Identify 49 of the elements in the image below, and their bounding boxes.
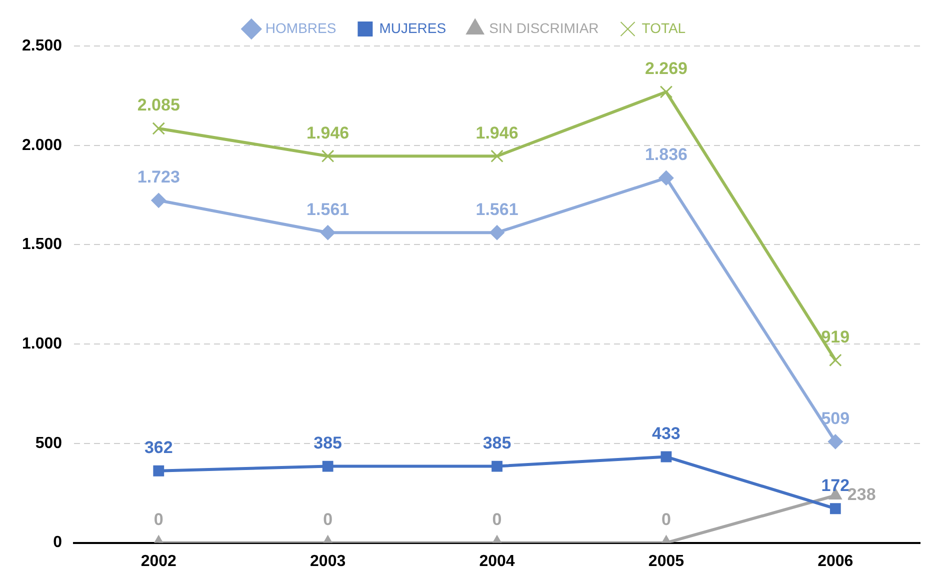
x-tick-label: 2005 — [648, 552, 684, 570]
data-label: 509 — [821, 408, 850, 428]
x-tick-label: 2006 — [818, 552, 854, 570]
point — [660, 451, 672, 462]
point — [152, 122, 166, 135]
legend-label: TOTAL — [642, 20, 686, 36]
data-label: 385 — [314, 433, 342, 452]
point — [828, 354, 842, 367]
data-label: 1.561 — [306, 200, 350, 219]
y-tick-label: 0 — [53, 534, 62, 552]
legend-label: MUJERES — [379, 20, 446, 36]
data-label: 0 — [154, 510, 164, 529]
data-label: 2.085 — [137, 96, 180, 115]
y-tick-label: 2.000 — [22, 136, 62, 154]
point — [320, 225, 336, 240]
data-label: 1.946 — [476, 123, 518, 142]
point — [151, 192, 166, 208]
point — [153, 465, 164, 476]
data-label: 0 — [492, 510, 502, 529]
y-tick-label: 2.500 — [22, 37, 62, 54]
data-label: 1.723 — [137, 168, 180, 187]
data-label: 1.836 — [644, 145, 688, 164]
legend-label: HOMBRES — [265, 20, 336, 36]
data-label: 1.561 — [476, 200, 518, 219]
data-label: 919 — [821, 327, 850, 346]
y-tick-label: 1.500 — [22, 236, 62, 254]
y-tick-label: 1.000 — [22, 335, 62, 352]
data-label: 238 — [847, 485, 876, 504]
data-label: 362 — [144, 438, 173, 458]
x-tick-label: 2003 — [310, 552, 346, 570]
data-label: 0 — [323, 510, 333, 529]
data-label: 1.946 — [306, 123, 350, 142]
point — [828, 434, 843, 450]
point — [492, 460, 502, 472]
x-tick-label: 2004 — [479, 552, 515, 570]
legend-label: SIN DISCRIMIAR — [489, 20, 599, 36]
point — [321, 150, 334, 162]
y-tick-label: 500 — [35, 434, 62, 452]
data-label: 433 — [652, 424, 680, 443]
point — [322, 460, 334, 472]
point — [830, 503, 841, 514]
data-label: 2.269 — [644, 59, 688, 78]
point — [660, 86, 673, 98]
data-label: 385 — [482, 433, 512, 452]
point — [490, 225, 505, 240]
point — [658, 170, 674, 186]
x-tick-label: 2002 — [140, 552, 177, 570]
data-label: 0 — [661, 510, 671, 529]
point — [490, 150, 504, 162]
